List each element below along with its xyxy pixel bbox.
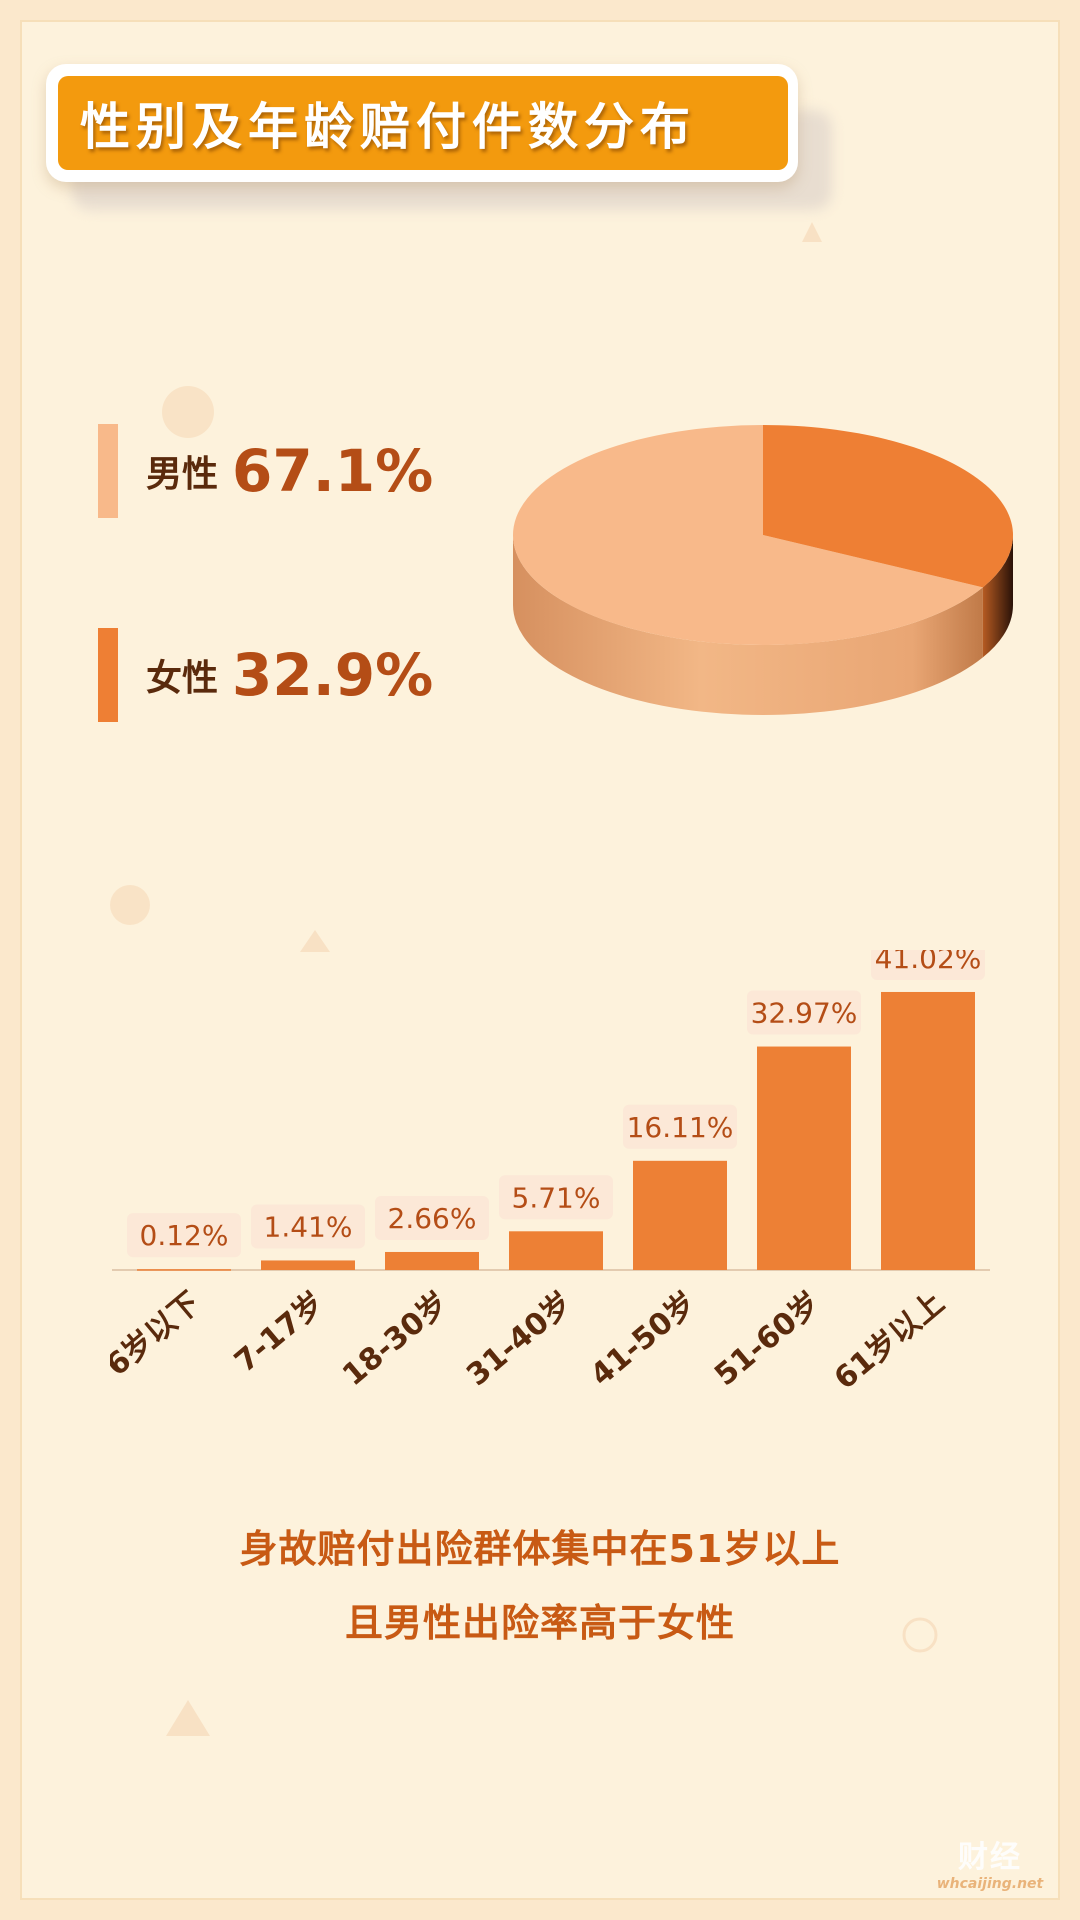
bar-value-label-4: 5.71% <box>512 1181 601 1214</box>
legend-value-male: 67.1% <box>232 437 434 505</box>
deco-circle <box>110 885 150 925</box>
bar-value-box-2 <box>251 1204 365 1249</box>
legend-swatch-male <box>98 424 118 518</box>
bar-value-box-3 <box>375 1195 489 1240</box>
bar-value-label-1: 0.12% <box>140 1219 229 1252</box>
bar-value-label-6: 32.97% <box>751 997 858 1030</box>
legend-swatch-female <box>98 628 118 722</box>
caption-line-1: 身故赔付出险群体集中在51岁以上 <box>239 1527 841 1571</box>
bar-3 <box>385 1251 479 1270</box>
gender-pie-chart <box>508 420 1028 750</box>
legend-male: 男性 67.1% <box>98 424 433 518</box>
bar-category-label-1: 6岁以下 <box>110 1285 207 1383</box>
legend-female: 女性 32.9% <box>98 628 433 722</box>
pie-side-male <box>513 535 983 715</box>
bar-category-label-7: 61岁以上 <box>828 1285 951 1396</box>
bar-category-label-3: 18-30岁 <box>336 1285 455 1393</box>
pie-slice-male <box>513 425 983 645</box>
pie-svg <box>513 425 1013 715</box>
pie-side-female <box>982 535 1013 658</box>
bar-6 <box>757 1046 851 1270</box>
bar-value-box-4 <box>499 1175 613 1220</box>
watermark-cn: 财经 <box>958 1840 1022 1875</box>
legend-label-female: 女性 <box>146 658 219 699</box>
bar-2 <box>261 1260 355 1270</box>
bar-value-box-5 <box>623 1104 737 1149</box>
bar-category-label-5: 41-50岁 <box>584 1285 703 1393</box>
bar-value-label-3: 2.66% <box>388 1202 477 1235</box>
bar-value-box-6 <box>747 990 861 1035</box>
deco-triangle <box>300 930 330 952</box>
deco-circle <box>162 386 214 438</box>
bar-5 <box>633 1160 727 1270</box>
legend-value-female: 32.9% <box>232 641 434 709</box>
bar-4 <box>509 1231 603 1270</box>
watermark: 财经 whcaijing.net <box>932 1832 1048 1902</box>
age-bar-chart: 0.12% 6岁以下 1.41% 7-17岁 2.66% 18-30岁 5.71% 31-40… <box>100 935 1010 1430</box>
title-banner: 性别及年龄赔付件数分布 <box>58 76 788 170</box>
bar-category-label-2: 7-17岁 <box>228 1285 331 1379</box>
deco-triangle <box>166 1700 210 1736</box>
deco-triangle <box>802 222 822 242</box>
watermark-en: whcaijing.net <box>936 1876 1044 1892</box>
bar-value-label-7: 41.02% <box>875 950 982 975</box>
pie-slice-female <box>763 425 1013 588</box>
bar-value-box-1 <box>127 1213 241 1258</box>
bar-1 <box>137 1269 231 1271</box>
page-title: 性别及年龄赔付件数分布 <box>80 98 696 156</box>
bar-category-label-4: 31-40岁 <box>460 1285 579 1393</box>
bar-svg: 0.12% 6岁以下 1.41% 7-17岁 2.66% 18-30岁 5.71% 31-40… <box>100 935 990 1397</box>
legend-label-male: 男性 <box>146 454 219 495</box>
bar-value-label-2: 1.41% <box>264 1210 353 1243</box>
bar-7 <box>881 991 975 1270</box>
caption-line-2: 且男性出险率高于女性 <box>344 1601 735 1645</box>
deco-circle <box>902 1617 938 1653</box>
bar-value-label-5: 16.11% <box>627 1111 734 1144</box>
bar-category-label-6: 51-60岁 <box>708 1285 827 1393</box>
